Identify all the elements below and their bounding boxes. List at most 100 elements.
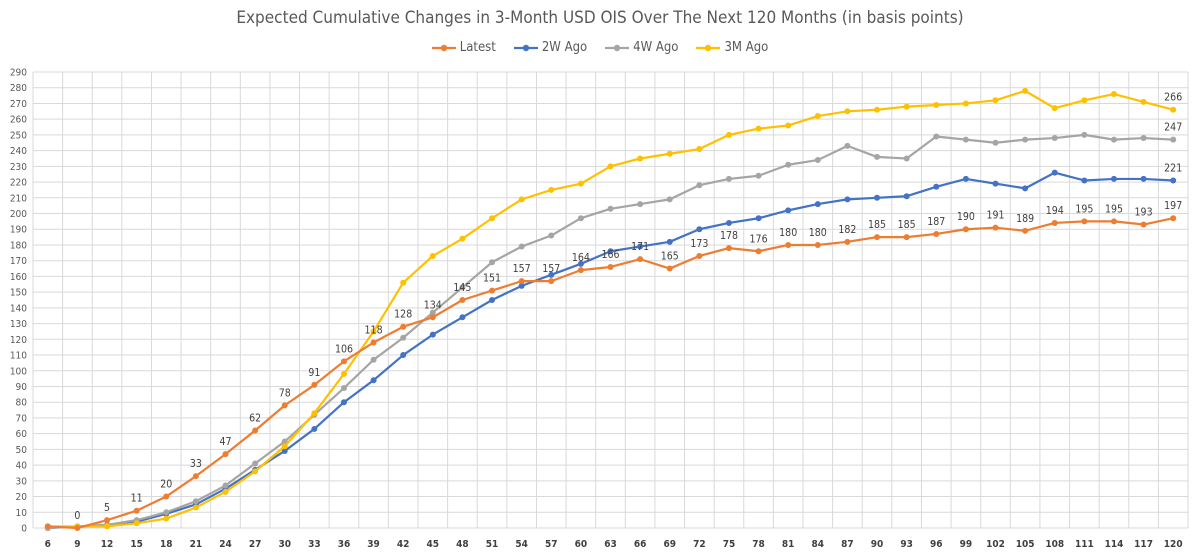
x-tick-label: 90 <box>871 539 884 550</box>
data-point <box>340 370 347 377</box>
y-tick-label: 230 <box>10 162 27 173</box>
data-point <box>400 279 407 286</box>
data-point <box>163 509 170 516</box>
data-point <box>459 284 466 291</box>
data-point <box>518 282 525 289</box>
x-tick-label: 108 <box>1045 539 1064 550</box>
data-point <box>1022 185 1029 192</box>
data-point <box>1051 169 1058 176</box>
data-point <box>637 201 644 208</box>
data-label: 165 <box>661 251 679 263</box>
data-point <box>933 183 940 190</box>
x-tick-label: 120 <box>1164 539 1183 550</box>
data-label: 190 <box>957 211 975 223</box>
y-tick-label: 30 <box>16 476 28 487</box>
data-point <box>281 443 288 450</box>
legend-marker-icon <box>696 44 721 51</box>
data-point <box>725 219 732 226</box>
data-point <box>400 352 407 359</box>
data-point <box>844 142 851 149</box>
x-tick-label: 21 <box>190 539 203 550</box>
data-point <box>518 196 525 203</box>
data-point <box>1022 136 1029 143</box>
data-label: 11 <box>131 493 143 505</box>
data-point <box>666 265 673 272</box>
data-point <box>459 235 466 242</box>
data-point <box>1051 105 1058 112</box>
x-tick-label: 45 <box>427 539 440 550</box>
data-point <box>874 106 881 113</box>
y-tick-label: 290 <box>10 68 27 79</box>
data-label: 128 <box>394 309 412 321</box>
data-point <box>1140 175 1147 182</box>
data-label: 20 <box>160 479 172 491</box>
data-label: 78 <box>279 387 291 399</box>
data-point <box>548 271 555 278</box>
x-tick-label: 111 <box>1075 539 1094 550</box>
data-point <box>340 385 347 392</box>
data-point <box>577 260 584 267</box>
data-point <box>785 122 792 129</box>
legend-marker-icon <box>431 44 456 51</box>
y-tick-label: 0 <box>21 524 27 535</box>
data-point <box>844 196 851 203</box>
data-point <box>962 175 969 182</box>
data-point <box>755 125 762 132</box>
data-point <box>814 241 821 248</box>
x-tick-label: 39 <box>367 539 380 550</box>
data-point <box>1081 177 1088 184</box>
data-point <box>637 243 644 250</box>
data-point <box>992 97 999 104</box>
x-tick-label: 15 <box>130 539 143 550</box>
data-point <box>1022 87 1029 94</box>
data-point <box>44 523 51 530</box>
y-tick-label: 180 <box>10 240 27 251</box>
data-point <box>992 139 999 146</box>
data-label: 62 <box>249 413 261 425</box>
legend-item: 2W Ago <box>513 40 587 55</box>
x-tick-label: 60 <box>575 539 588 550</box>
data-point <box>844 238 851 245</box>
data-point <box>755 172 762 179</box>
data-point <box>400 323 407 330</box>
data-point <box>992 224 999 231</box>
legend-item: 4W Ago <box>605 40 678 55</box>
y-tick-label: 150 <box>10 288 27 299</box>
legend-label: 3M Ago <box>724 40 769 55</box>
data-point <box>962 226 969 233</box>
data-point <box>1022 227 1029 234</box>
data-point <box>785 161 792 168</box>
data-point <box>607 163 614 170</box>
data-point <box>1110 91 1117 98</box>
data-label: 180 <box>779 227 797 239</box>
data-label: 157 <box>513 263 531 275</box>
data-point <box>1110 136 1117 143</box>
data-point <box>844 108 851 115</box>
data-point <box>903 103 910 110</box>
data-label: 221 <box>1164 162 1182 174</box>
y-tick-label: 90 <box>16 382 28 393</box>
data-point <box>1110 218 1117 225</box>
x-tick-label: 105 <box>1016 539 1035 550</box>
x-tick-label: 96 <box>930 539 943 550</box>
data-point <box>1110 175 1117 182</box>
data-point <box>489 297 496 303</box>
data-label: 193 <box>1135 207 1153 219</box>
data-point <box>607 205 614 212</box>
data-point <box>1051 135 1058 142</box>
legend-label: Latest <box>459 40 496 55</box>
data-point <box>637 155 644 162</box>
data-point <box>192 473 199 480</box>
y-tick-label: 110 <box>10 351 27 362</box>
x-tick-label: 93 <box>900 539 913 550</box>
x-tick-label: 87 <box>841 539 854 550</box>
data-point <box>785 207 792 214</box>
data-label: 33 <box>190 458 202 470</box>
x-tick-label: 117 <box>1134 539 1153 550</box>
data-point <box>903 155 910 162</box>
data-point <box>429 314 436 321</box>
data-point <box>489 215 496 222</box>
data-point <box>903 234 910 241</box>
data-point <box>1081 97 1088 104</box>
